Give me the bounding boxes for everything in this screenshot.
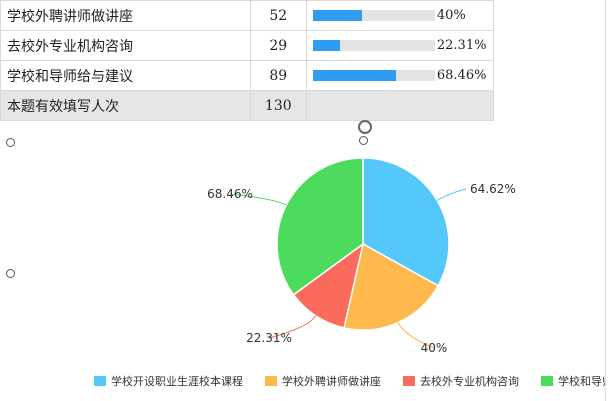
pie-slice[interactable] xyxy=(362,157,450,287)
resize-handle-left-middle[interactable] xyxy=(6,269,15,278)
leader-line xyxy=(268,315,317,339)
option-label: 学校外聘讲师做讲座 xyxy=(0,0,251,31)
legend-item: 学校外聘讲师做讲座 xyxy=(265,373,381,389)
table-row: 学校和导师给与建议 89 68.46% xyxy=(0,60,495,91)
option-count: 52 xyxy=(249,0,307,31)
total-count: 130 xyxy=(249,90,307,121)
option-percent: 68.46% xyxy=(436,68,487,83)
legend-item: 学校和导师给与 xyxy=(541,373,610,389)
legend-swatch xyxy=(403,376,415,386)
resize-handle-left-top[interactable] xyxy=(6,138,15,147)
slice-label: 68.46% xyxy=(207,187,253,201)
total-label: 本题有效填写人次 xyxy=(0,90,251,121)
progress-bar xyxy=(312,10,435,21)
slice-label: 22.31% xyxy=(246,331,292,345)
option-percent: 22.31% xyxy=(436,38,487,53)
leader-line xyxy=(229,193,287,206)
table-row: 去校外专业机构咨询 29 22.31% xyxy=(0,30,495,61)
legend-label: 学校和导师给与 xyxy=(558,375,610,388)
progress-bar-fill xyxy=(312,10,362,21)
window-right-edge xyxy=(605,0,610,401)
legend-label: 去校外专业机构咨询 xyxy=(420,375,519,388)
legend-label: 学校开设职业生涯校本课程 xyxy=(111,375,243,388)
legend-label: 学校外聘讲师做讲座 xyxy=(282,375,381,388)
option-percent-cell: 68.46% xyxy=(305,60,495,91)
option-label: 去校外专业机构咨询 xyxy=(0,30,251,61)
legend-swatch xyxy=(94,376,106,386)
option-percent-cell: 22.31% xyxy=(305,30,495,61)
option-percent: 40% xyxy=(436,8,466,23)
resize-handle-top[interactable] xyxy=(359,136,368,145)
slice-label: 64.62% xyxy=(470,182,516,196)
pie-slice[interactable] xyxy=(343,242,440,331)
total-empty xyxy=(305,90,495,121)
leader-line xyxy=(397,322,435,349)
option-count: 89 xyxy=(249,60,307,91)
progress-bar-fill xyxy=(312,40,341,51)
pie-slice[interactable] xyxy=(276,157,364,296)
chart-legend: 学校开设职业生涯校本课程 学校外聘讲师做讲座 去校外专业机构咨询 学校和导师给与 xyxy=(94,373,610,389)
table-row: 学校外聘讲师做讲座 52 40% xyxy=(0,0,495,31)
rotate-handle-icon[interactable] xyxy=(358,120,372,134)
progress-bar xyxy=(312,70,435,81)
legend-swatch xyxy=(541,376,553,386)
total-row: 本题有效填写人次 130 xyxy=(0,90,495,121)
results-table: 学校外聘讲师做讲座 52 40% 去校外专业机构咨询 29 22.31% 学校和导师给与建议… xyxy=(0,0,495,121)
progress-bar-fill xyxy=(312,70,397,81)
option-count: 29 xyxy=(249,30,307,61)
slice-label: 40% xyxy=(421,341,448,355)
legend-item: 去校外专业机构咨询 xyxy=(403,373,519,389)
legend-swatch xyxy=(265,376,277,386)
progress-bar xyxy=(312,40,435,51)
legend-item: 学校开设职业生涯校本课程 xyxy=(94,373,243,389)
leader-line xyxy=(436,188,467,201)
